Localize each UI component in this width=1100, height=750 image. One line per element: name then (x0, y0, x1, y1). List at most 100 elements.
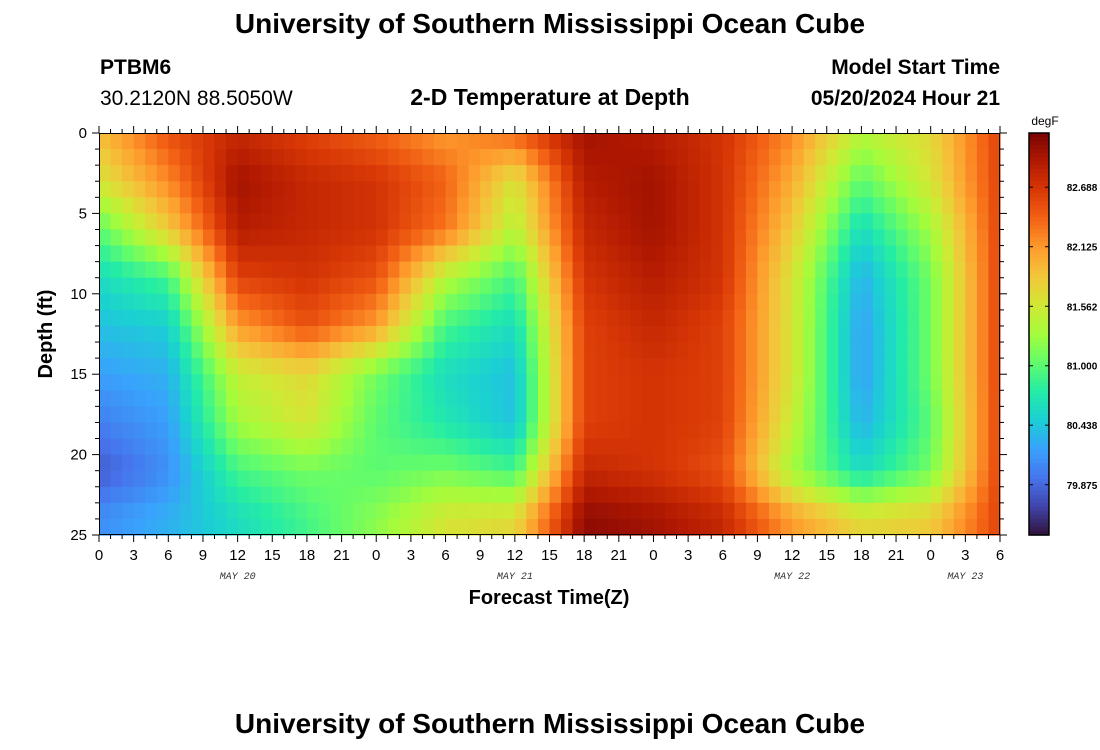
y-tick-label: 15 (70, 366, 87, 383)
heatmap-cell (988, 486, 1001, 504)
heatmap-cell (618, 325, 631, 343)
heatmap-cell (942, 422, 955, 440)
heatmap-cell (826, 374, 839, 391)
heatmap-cell (745, 374, 759, 391)
heatmap-cell (249, 293, 262, 311)
heatmap-cell (815, 422, 828, 440)
heatmap-cell (815, 438, 828, 456)
heatmap-cell (872, 133, 886, 150)
heatmap-cell (676, 518, 689, 536)
x-tick-label: 12 (784, 547, 801, 564)
heatmap-cell (884, 293, 897, 311)
heatmap-cell (168, 277, 181, 295)
heatmap-cell (872, 325, 886, 343)
heatmap-cell (780, 454, 793, 472)
heatmap-cell (734, 502, 747, 520)
heatmap-cell (353, 390, 366, 407)
heatmap-cell (514, 277, 527, 295)
heatmap-cell (849, 486, 862, 504)
heatmap-cell (907, 149, 920, 166)
heatmap-cell (757, 470, 770, 488)
heatmap-cell (491, 325, 504, 343)
heatmap-cell (584, 165, 597, 182)
heatmap-cell (283, 342, 296, 359)
heatmap-cell (249, 133, 262, 150)
heatmap-cell (364, 245, 377, 263)
heatmap-cell (942, 245, 955, 263)
heatmap-cell (191, 454, 204, 472)
heatmap-cell (630, 261, 643, 279)
heatmap-cell (480, 133, 493, 150)
heatmap-cell (306, 165, 320, 182)
heatmap-cell (919, 390, 932, 407)
heatmap-cell (122, 454, 135, 472)
heatmap-cell (988, 133, 1001, 150)
heatmap-cell (399, 454, 412, 472)
heatmap-cell (757, 342, 770, 359)
heatmap-cell (191, 309, 204, 327)
heatmap-cell (665, 502, 678, 520)
heatmap-cell (457, 518, 470, 536)
heatmap-cell (561, 197, 574, 214)
heatmap-cell (792, 229, 805, 247)
heatmap-cell (387, 309, 400, 327)
heatmap-cell (919, 374, 932, 391)
heatmap-cell (815, 325, 828, 343)
heatmap-cell (376, 486, 389, 504)
heatmap-cell (260, 165, 273, 182)
heatmap-cell (468, 261, 481, 279)
heatmap-cell (202, 406, 216, 424)
heatmap-cell (734, 213, 747, 231)
heatmap-cell (503, 502, 516, 520)
heatmap-cell (930, 245, 943, 263)
heatmap-cell (237, 358, 250, 375)
heatmap-cell (838, 133, 851, 150)
station-id: PTBM6 (100, 56, 172, 79)
heatmap-cell (676, 245, 689, 263)
heatmap-cell (272, 390, 285, 407)
heatmap-cell (272, 293, 285, 311)
heatmap-cell (318, 165, 331, 182)
heatmap-cell (641, 406, 655, 424)
heatmap-cell (260, 213, 273, 231)
heatmap-cell (757, 518, 770, 536)
heatmap-cell (549, 133, 562, 150)
heatmap-cell (353, 165, 366, 182)
heatmap-cell (110, 245, 123, 263)
heatmap-cell (226, 133, 239, 150)
heatmap-cell (976, 133, 990, 150)
heatmap-cell (849, 406, 862, 424)
heatmap-cell (826, 325, 839, 343)
heatmap-cell (803, 309, 816, 327)
heatmap-cell (214, 454, 227, 472)
heatmap-cell (480, 486, 493, 504)
heatmap-cell (699, 309, 712, 327)
heatmap-cell (99, 325, 112, 343)
heatmap-cell (734, 325, 747, 343)
heatmap-cell (896, 245, 909, 263)
heatmap-cell (792, 309, 805, 327)
heatmap-cell (641, 245, 655, 263)
heatmap-cell (399, 358, 412, 375)
colorbar-segment (1029, 454, 1049, 460)
heatmap-cell (226, 502, 239, 520)
heatmap-cell (306, 261, 320, 279)
heatmap-cell (838, 309, 851, 327)
heatmap-cell (330, 406, 343, 424)
heatmap-cell (237, 245, 250, 263)
heatmap-cell (780, 293, 793, 311)
heatmap-cell (503, 277, 516, 295)
heatmap-cell (272, 502, 285, 520)
heatmap-cell (514, 229, 527, 247)
heatmap-cell (364, 502, 377, 520)
heatmap-cell (468, 422, 481, 440)
heatmap-cell (699, 197, 712, 214)
heatmap-cell (618, 293, 631, 311)
heatmap-cell (514, 406, 527, 424)
heatmap-cell (330, 486, 343, 504)
colorbar-segment (1029, 289, 1049, 295)
heatmap-cell (214, 309, 227, 327)
heatmap-cell (849, 133, 862, 150)
heatmap-cell (480, 438, 493, 456)
